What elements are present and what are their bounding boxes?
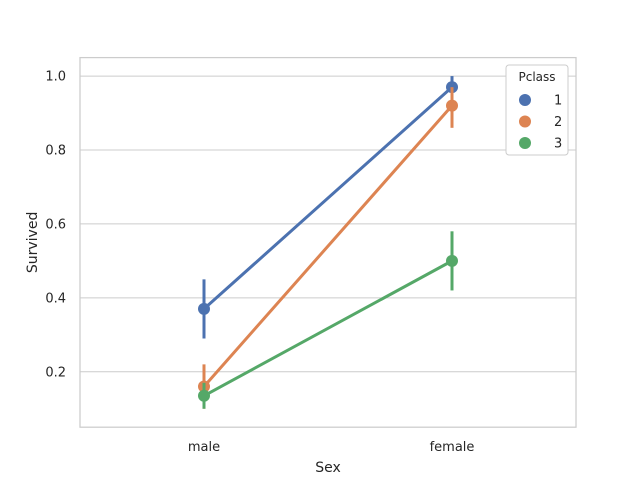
data-point [446,254,458,267]
data-point [446,99,458,112]
y-tick-label: 1.0 [45,70,66,85]
y-tick-label: 0.6 [45,217,66,232]
series-line [202,104,454,389]
y-tick-label: 0.8 [45,144,66,159]
series-3 [198,231,458,409]
series-line [202,85,454,311]
legend-marker [519,137,531,149]
data-point [198,389,210,402]
data-point [198,302,210,315]
legend-box [505,64,569,156]
series-layer [198,76,458,409]
series-line [202,259,454,398]
legend-label: 1 [554,94,562,109]
y-tick-label: 0.2 [45,365,66,380]
legend-marker [519,94,531,106]
x-tick-labels: male female [188,440,475,455]
x-tick-label: female [430,440,475,455]
y-tick-labels: 0.2 0.4 0.6 0.8 1.0 [45,70,66,381]
y-axis-label: Survived [25,212,41,273]
x-tick-label: male [188,440,220,455]
plot-frame [79,56,577,428]
legend-title: Pclass [518,70,555,84]
plot-background [80,57,576,428]
gridlines [80,75,576,373]
legend-label: 2 [554,115,562,130]
y-tick-label: 0.4 [45,291,66,306]
x-axis-label: Sex [315,460,341,476]
legend-label: 3 [554,137,562,152]
legend: Pclass 1 2 3 [505,64,569,156]
legend-marker [519,115,531,128]
